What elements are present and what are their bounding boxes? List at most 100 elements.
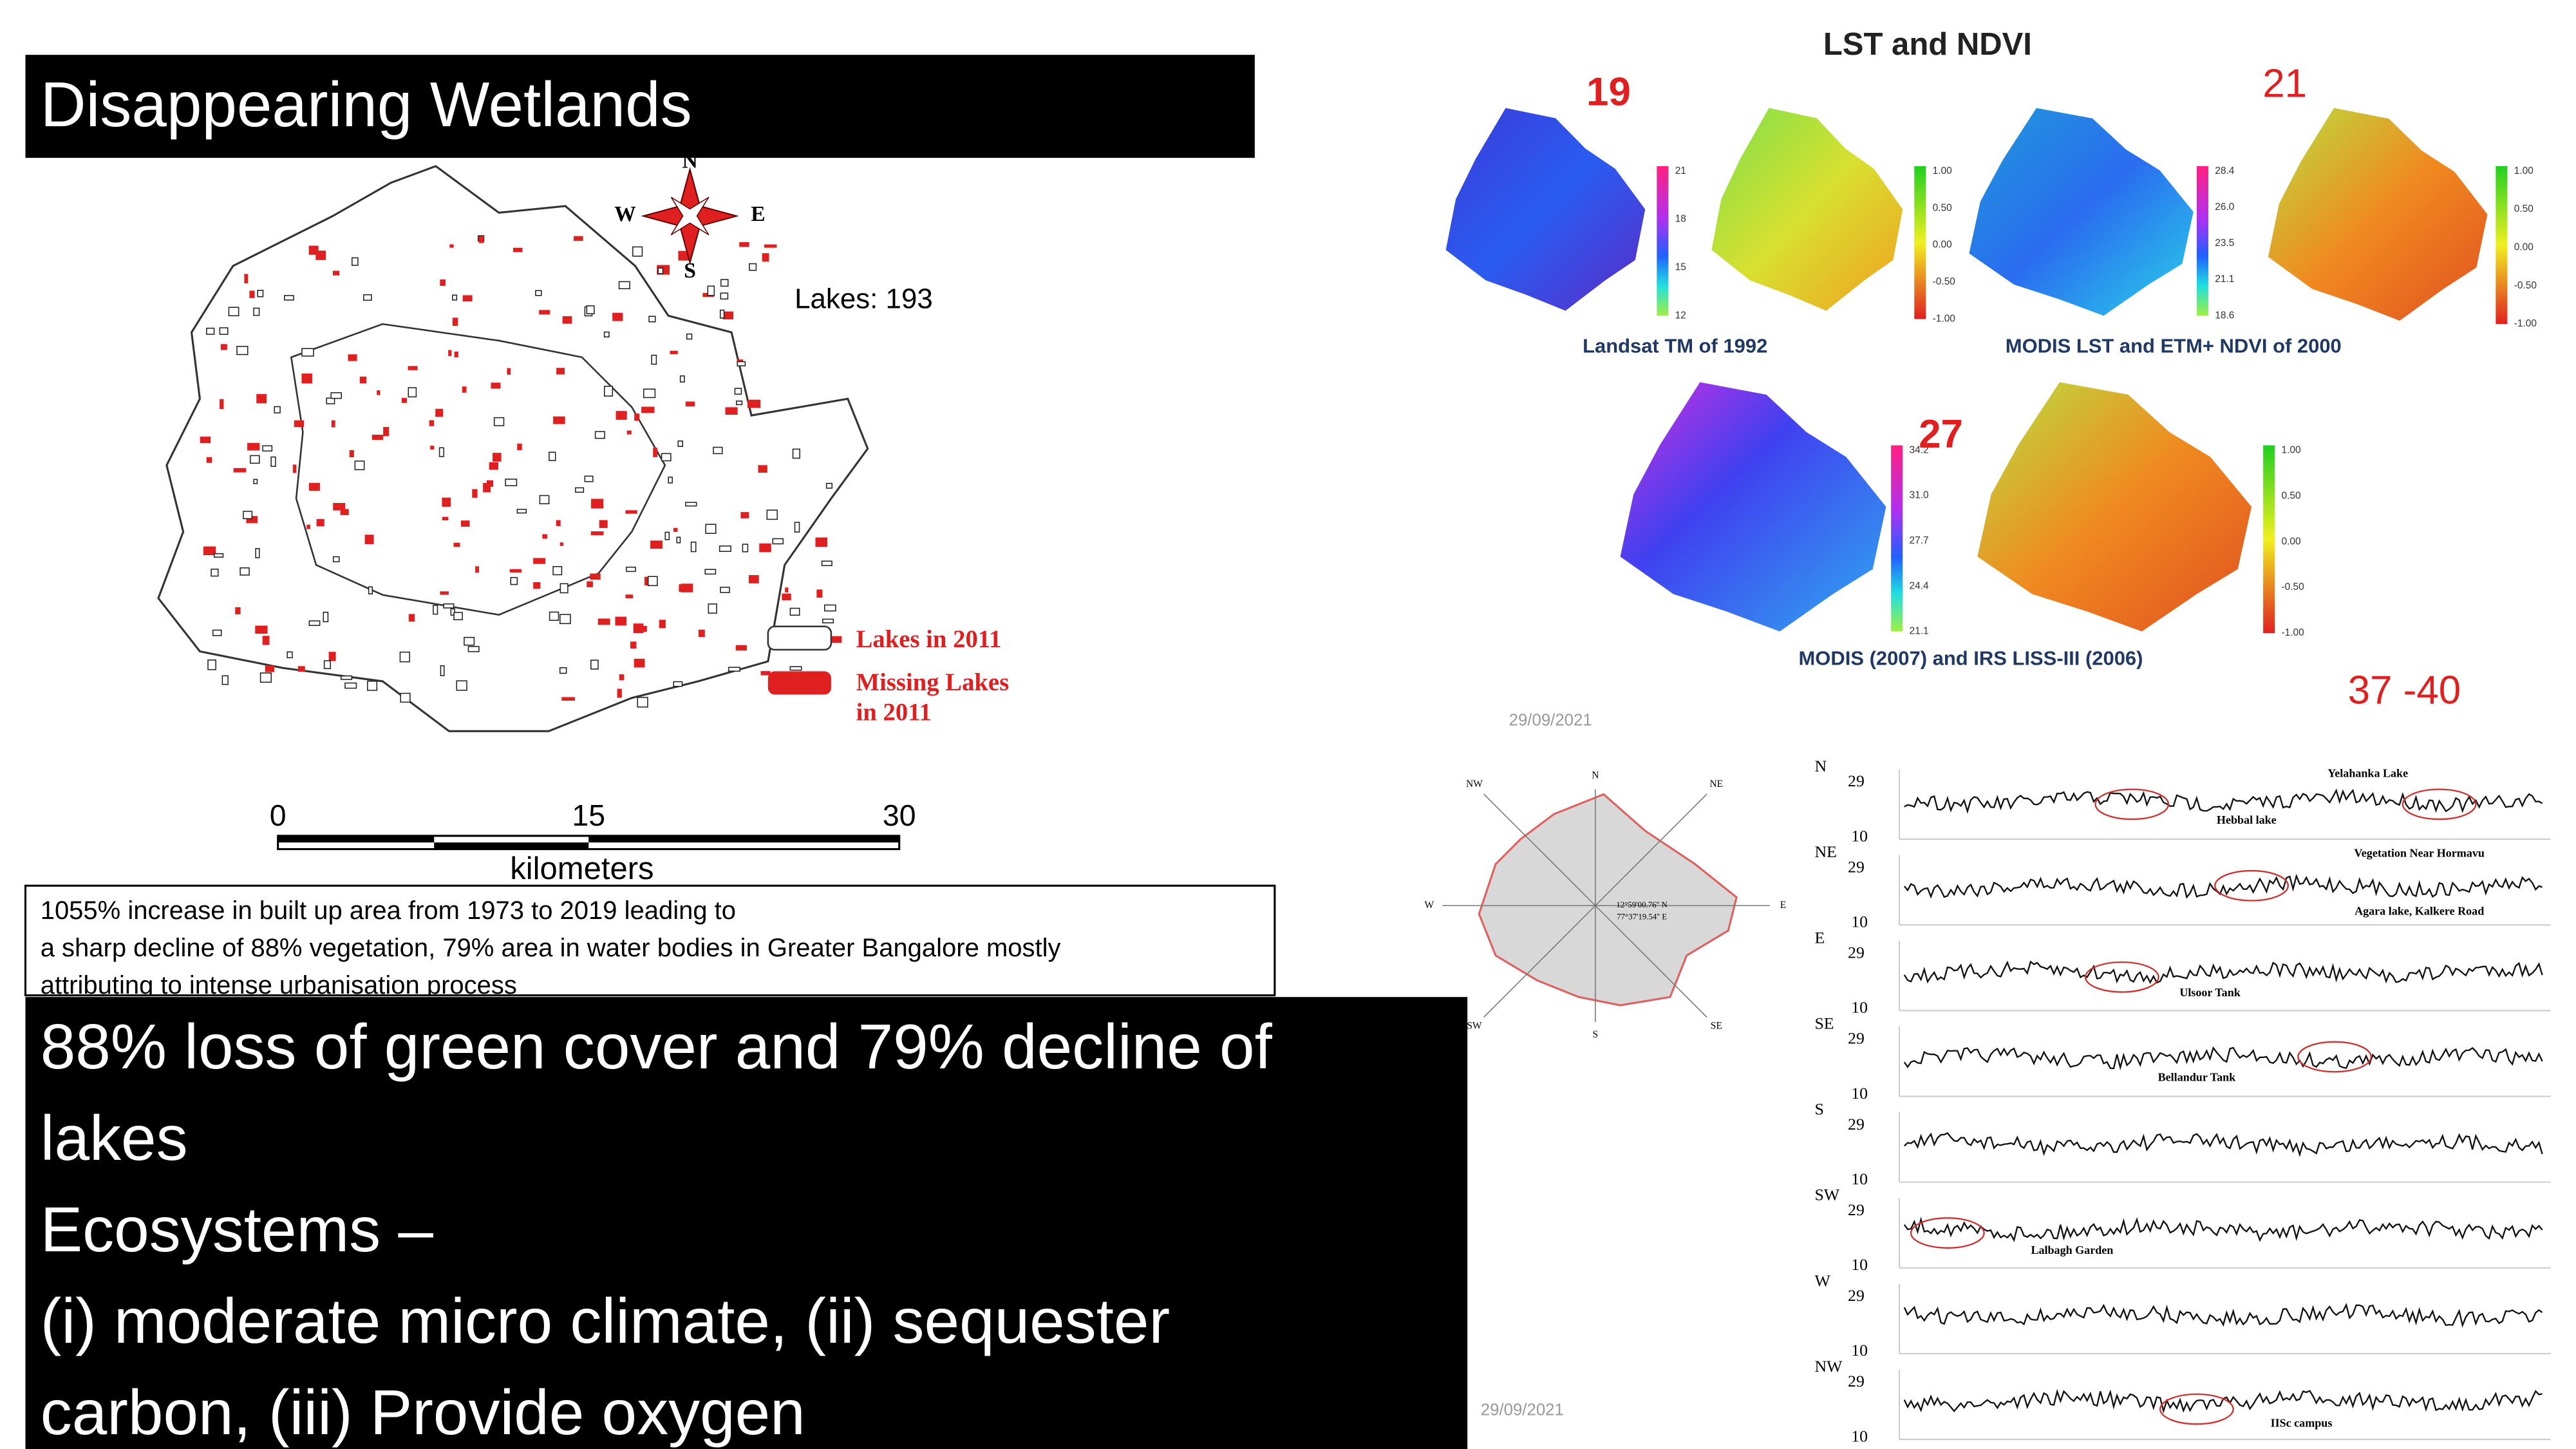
missing-lake: [659, 620, 666, 629]
lake: [559, 583, 569, 594]
colorbar-label: -1.00: [2282, 627, 2304, 638]
highlight-oval: [2159, 1393, 2234, 1425]
rose-spoke: [1483, 905, 1596, 1018]
lake: [510, 576, 518, 585]
missing-lake: [559, 542, 563, 546]
lake: [352, 257, 359, 266]
missing-lake: [332, 270, 340, 276]
panel-label: MODIS LST and ETM+ NDVI of 2000: [2006, 334, 2342, 357]
missing-lake: [650, 540, 663, 549]
rose-label: N: [1592, 770, 1599, 781]
lake: [452, 294, 458, 301]
rose-label: SE: [1711, 1021, 1722, 1032]
lake: [618, 281, 630, 290]
lake: [284, 295, 294, 301]
colorbar-label: 0.00: [2282, 536, 2301, 547]
lake: [789, 666, 802, 671]
missing-lake: [316, 518, 324, 527]
lake: [438, 447, 444, 457]
missing-lake: [206, 457, 212, 463]
lake: [467, 646, 480, 652]
panel-label: MODIS (2007) and IRS LISS-III (2006): [1799, 647, 2143, 670]
scale-bar-segment: [434, 842, 589, 849]
missing-lake: [762, 253, 769, 262]
lake: [211, 568, 219, 577]
missing-lake: [328, 652, 336, 661]
lake: [821, 560, 832, 567]
missing-lake: [462, 386, 467, 393]
slide-date: 29/09/2021: [1481, 1401, 1564, 1419]
highlight-oval: [2094, 788, 2170, 820]
missing-lake: [509, 569, 522, 573]
legend-label: Missing Lakes: [856, 669, 1010, 696]
missing-lake: [244, 274, 249, 284]
missing-lake: [615, 616, 626, 626]
missing-lake: [340, 509, 349, 515]
colorbar-label: 0.50: [2514, 204, 2534, 214]
rose-label: W: [1425, 900, 1434, 911]
lake: [661, 453, 672, 462]
colorbar-label: 24.4: [1910, 580, 1930, 591]
missing-lake: [633, 623, 644, 634]
missing-lake: [306, 524, 310, 529]
lake-count: Lakes: 193: [794, 283, 933, 315]
lake: [668, 477, 673, 484]
scale-label: 30: [883, 799, 916, 832]
missing-lake: [442, 497, 451, 507]
missing-lake: [331, 420, 335, 428]
lake: [720, 587, 730, 593]
lake: [685, 502, 697, 507]
lake: [228, 307, 240, 317]
lake: [326, 397, 335, 404]
missing-lake: [764, 244, 777, 248]
lake: [789, 607, 800, 616]
missing-lake: [599, 520, 608, 528]
colorbar-label: 0.50: [1933, 202, 1952, 213]
lake-markers: [200, 235, 842, 708]
missing-lake: [429, 420, 435, 426]
missing-lake: [597, 618, 610, 625]
row-min: 10: [1851, 998, 1868, 1017]
missing-lake: [449, 244, 454, 248]
lake: [704, 569, 717, 575]
lake: [341, 675, 353, 680]
rose-coordinate: 77°37'19.54'' E: [1617, 912, 1667, 921]
marker-value: 27: [1919, 412, 1963, 457]
missing-lake: [735, 645, 743, 651]
compass-e: E: [751, 202, 765, 226]
lake: [677, 440, 683, 448]
missing-lake: [478, 236, 484, 243]
satellite-map: [1711, 108, 1903, 311]
lake: [603, 331, 610, 337]
satellite-map: [1620, 382, 1886, 632]
missing-lake: [364, 535, 374, 545]
lake: [287, 651, 293, 659]
missing-lake: [448, 350, 452, 356]
missing-lake: [408, 366, 418, 370]
missing-lake: [359, 376, 367, 384]
title-bar: [25, 55, 1255, 158]
core-boundary: [290, 323, 666, 616]
temperature-profile: [1903, 873, 2543, 899]
missing-lake: [255, 625, 268, 634]
lake: [243, 511, 253, 520]
lakes-map: [157, 165, 869, 732]
row-note: Vegetation Near Hormavu: [2354, 846, 2485, 859]
row-min: 10: [1851, 1341, 1868, 1359]
missing-lake: [246, 516, 258, 524]
lake: [552, 566, 563, 576]
missing-lake: [462, 295, 473, 302]
scale-unit: kilometers: [510, 851, 653, 886]
satellite-map: [1445, 108, 1646, 311]
rose-label: E: [1780, 900, 1786, 911]
missing-lake: [533, 582, 541, 589]
row-direction: E: [1814, 928, 1825, 947]
missing-lake: [454, 351, 458, 357]
missing-lake: [685, 401, 695, 407]
lake: [651, 354, 657, 365]
caption-box: [24, 884, 1276, 997]
colorbar: [2496, 166, 2508, 325]
lake: [330, 392, 342, 399]
row-min: 10: [1851, 1255, 1868, 1274]
